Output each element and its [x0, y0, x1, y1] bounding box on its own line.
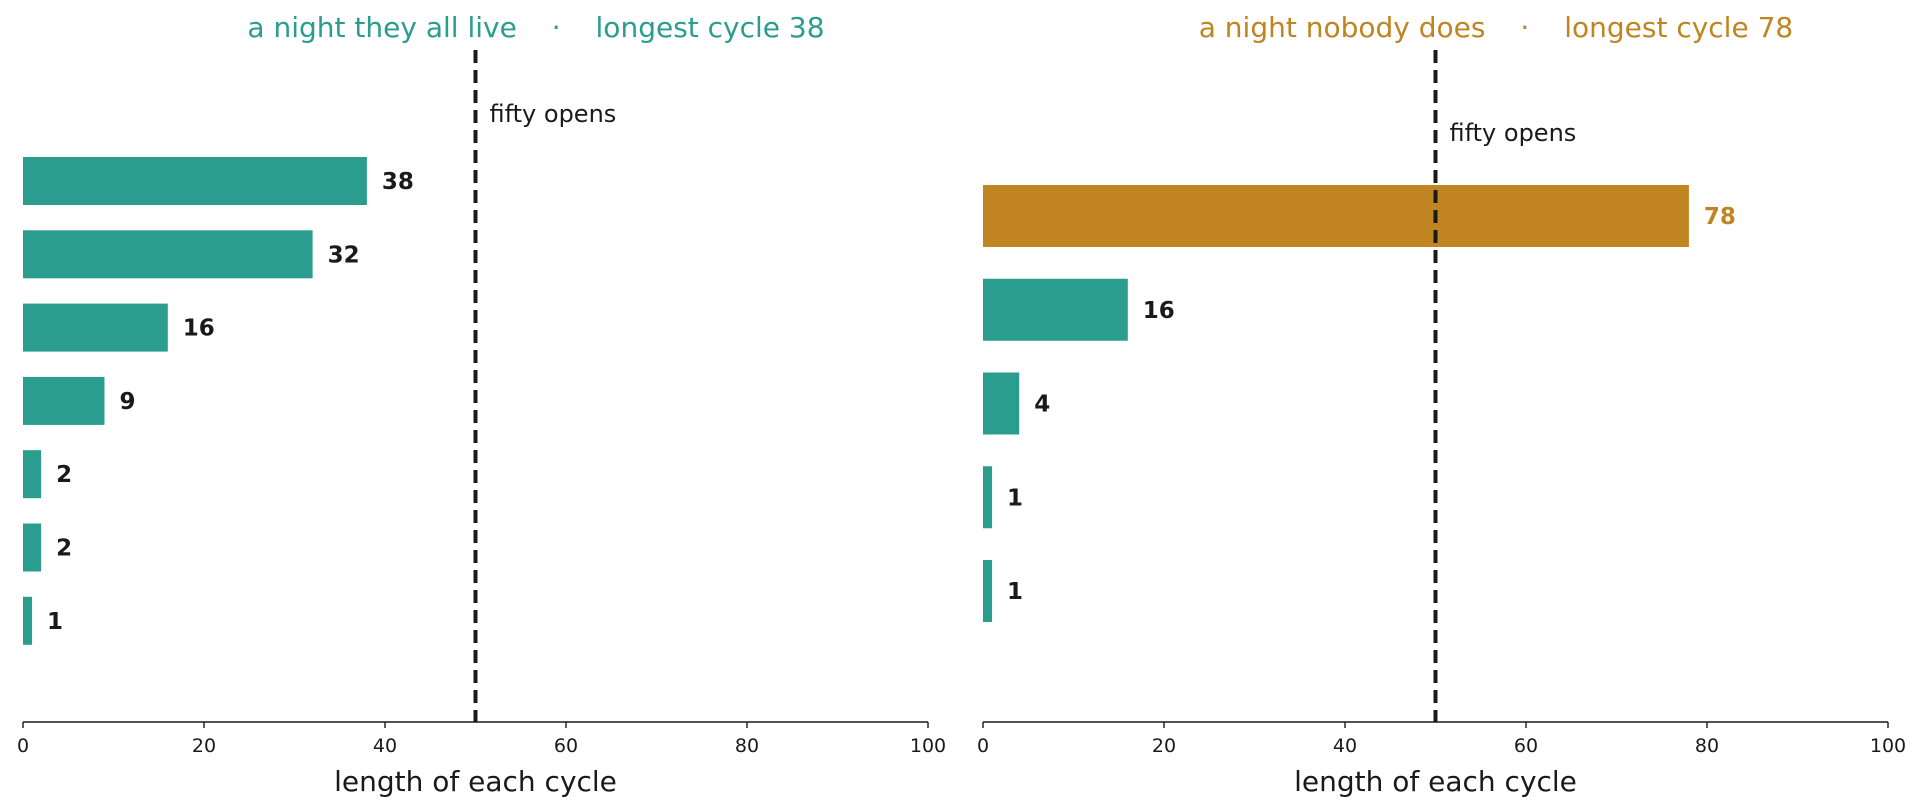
x-tick-label-3: 60	[1514, 735, 1538, 757]
bar-3	[23, 376, 105, 425]
bar-value-label-4: 1	[1007, 579, 1023, 605]
bar-value-label-0: 78	[1704, 204, 1736, 230]
bar-2	[23, 303, 168, 352]
x-tick-label-5: 100	[910, 735, 946, 757]
bar-value-label-3: 1	[1007, 485, 1023, 511]
bar-value-label-5: 2	[56, 536, 72, 562]
x-tick-label-5: 100	[1870, 735, 1906, 757]
bar-6	[23, 596, 33, 645]
bar-1	[983, 278, 1128, 341]
x-tick-label-1: 20	[1152, 735, 1176, 757]
bar-1	[23, 230, 313, 279]
x-axis-ticks: 0 20 40 60 80 100	[17, 722, 946, 757]
x-axis-ticks: 0 20 40 60 80 100	[977, 722, 1906, 757]
x-tick-label-4: 80	[735, 735, 759, 757]
x-axis-label: length of each cycle	[1294, 765, 1577, 798]
chart-title-left: a night they all live · longest cycle 38	[247, 11, 824, 44]
bar-value-label-0: 38	[382, 169, 414, 195]
bar-4	[983, 560, 993, 622]
bar-3	[983, 466, 993, 529]
title-part-b: longest cycle 38	[596, 11, 825, 44]
reference-line-label: fifty opens	[1450, 119, 1577, 147]
title-part-a: a night they all live	[247, 11, 516, 44]
bar-4	[23, 450, 42, 499]
bar-value-label-2: 4	[1034, 392, 1050, 418]
chart-panel-right: a night nobody does · longest cycle 78 7…	[977, 11, 1906, 798]
reference-line-label: fifty opens	[490, 100, 617, 128]
title-part-a: a night nobody does	[1199, 11, 1486, 44]
bar-2	[983, 372, 1020, 435]
bar-value-label-4: 2	[56, 462, 72, 488]
x-tick-label-0: 0	[17, 735, 29, 757]
title-part-b: longest cycle 78	[1564, 11, 1793, 44]
bar-value-label-2: 16	[183, 316, 215, 342]
chart-title-right: a night nobody does · longest cycle 78	[1199, 11, 1793, 44]
x-tick-label-2: 40	[1333, 735, 1357, 757]
x-tick-label-2: 40	[373, 735, 397, 757]
chart-panel-left: a night they all live · longest cycle 38…	[17, 11, 946, 798]
x-axis-label: length of each cycle	[334, 765, 617, 798]
bar-group: 38 32 16 9 2 2 1	[23, 157, 414, 645]
bar-value-label-1: 16	[1143, 298, 1175, 324]
x-tick-label-3: 60	[554, 735, 578, 757]
bar-5	[23, 523, 42, 572]
bar-0	[23, 157, 367, 205]
x-tick-label-4: 80	[1695, 735, 1719, 757]
title-separator: ·	[1520, 11, 1529, 44]
title-separator: ·	[552, 11, 561, 44]
bar-value-label-3: 9	[119, 389, 135, 415]
bar-value-label-6: 1	[47, 609, 63, 635]
bar-0	[983, 185, 1689, 247]
bar-group: 78 16 4 1 1	[983, 185, 1736, 622]
bar-value-label-1: 32	[328, 242, 360, 268]
x-tick-label-1: 20	[192, 735, 216, 757]
x-tick-label-0: 0	[977, 735, 989, 757]
